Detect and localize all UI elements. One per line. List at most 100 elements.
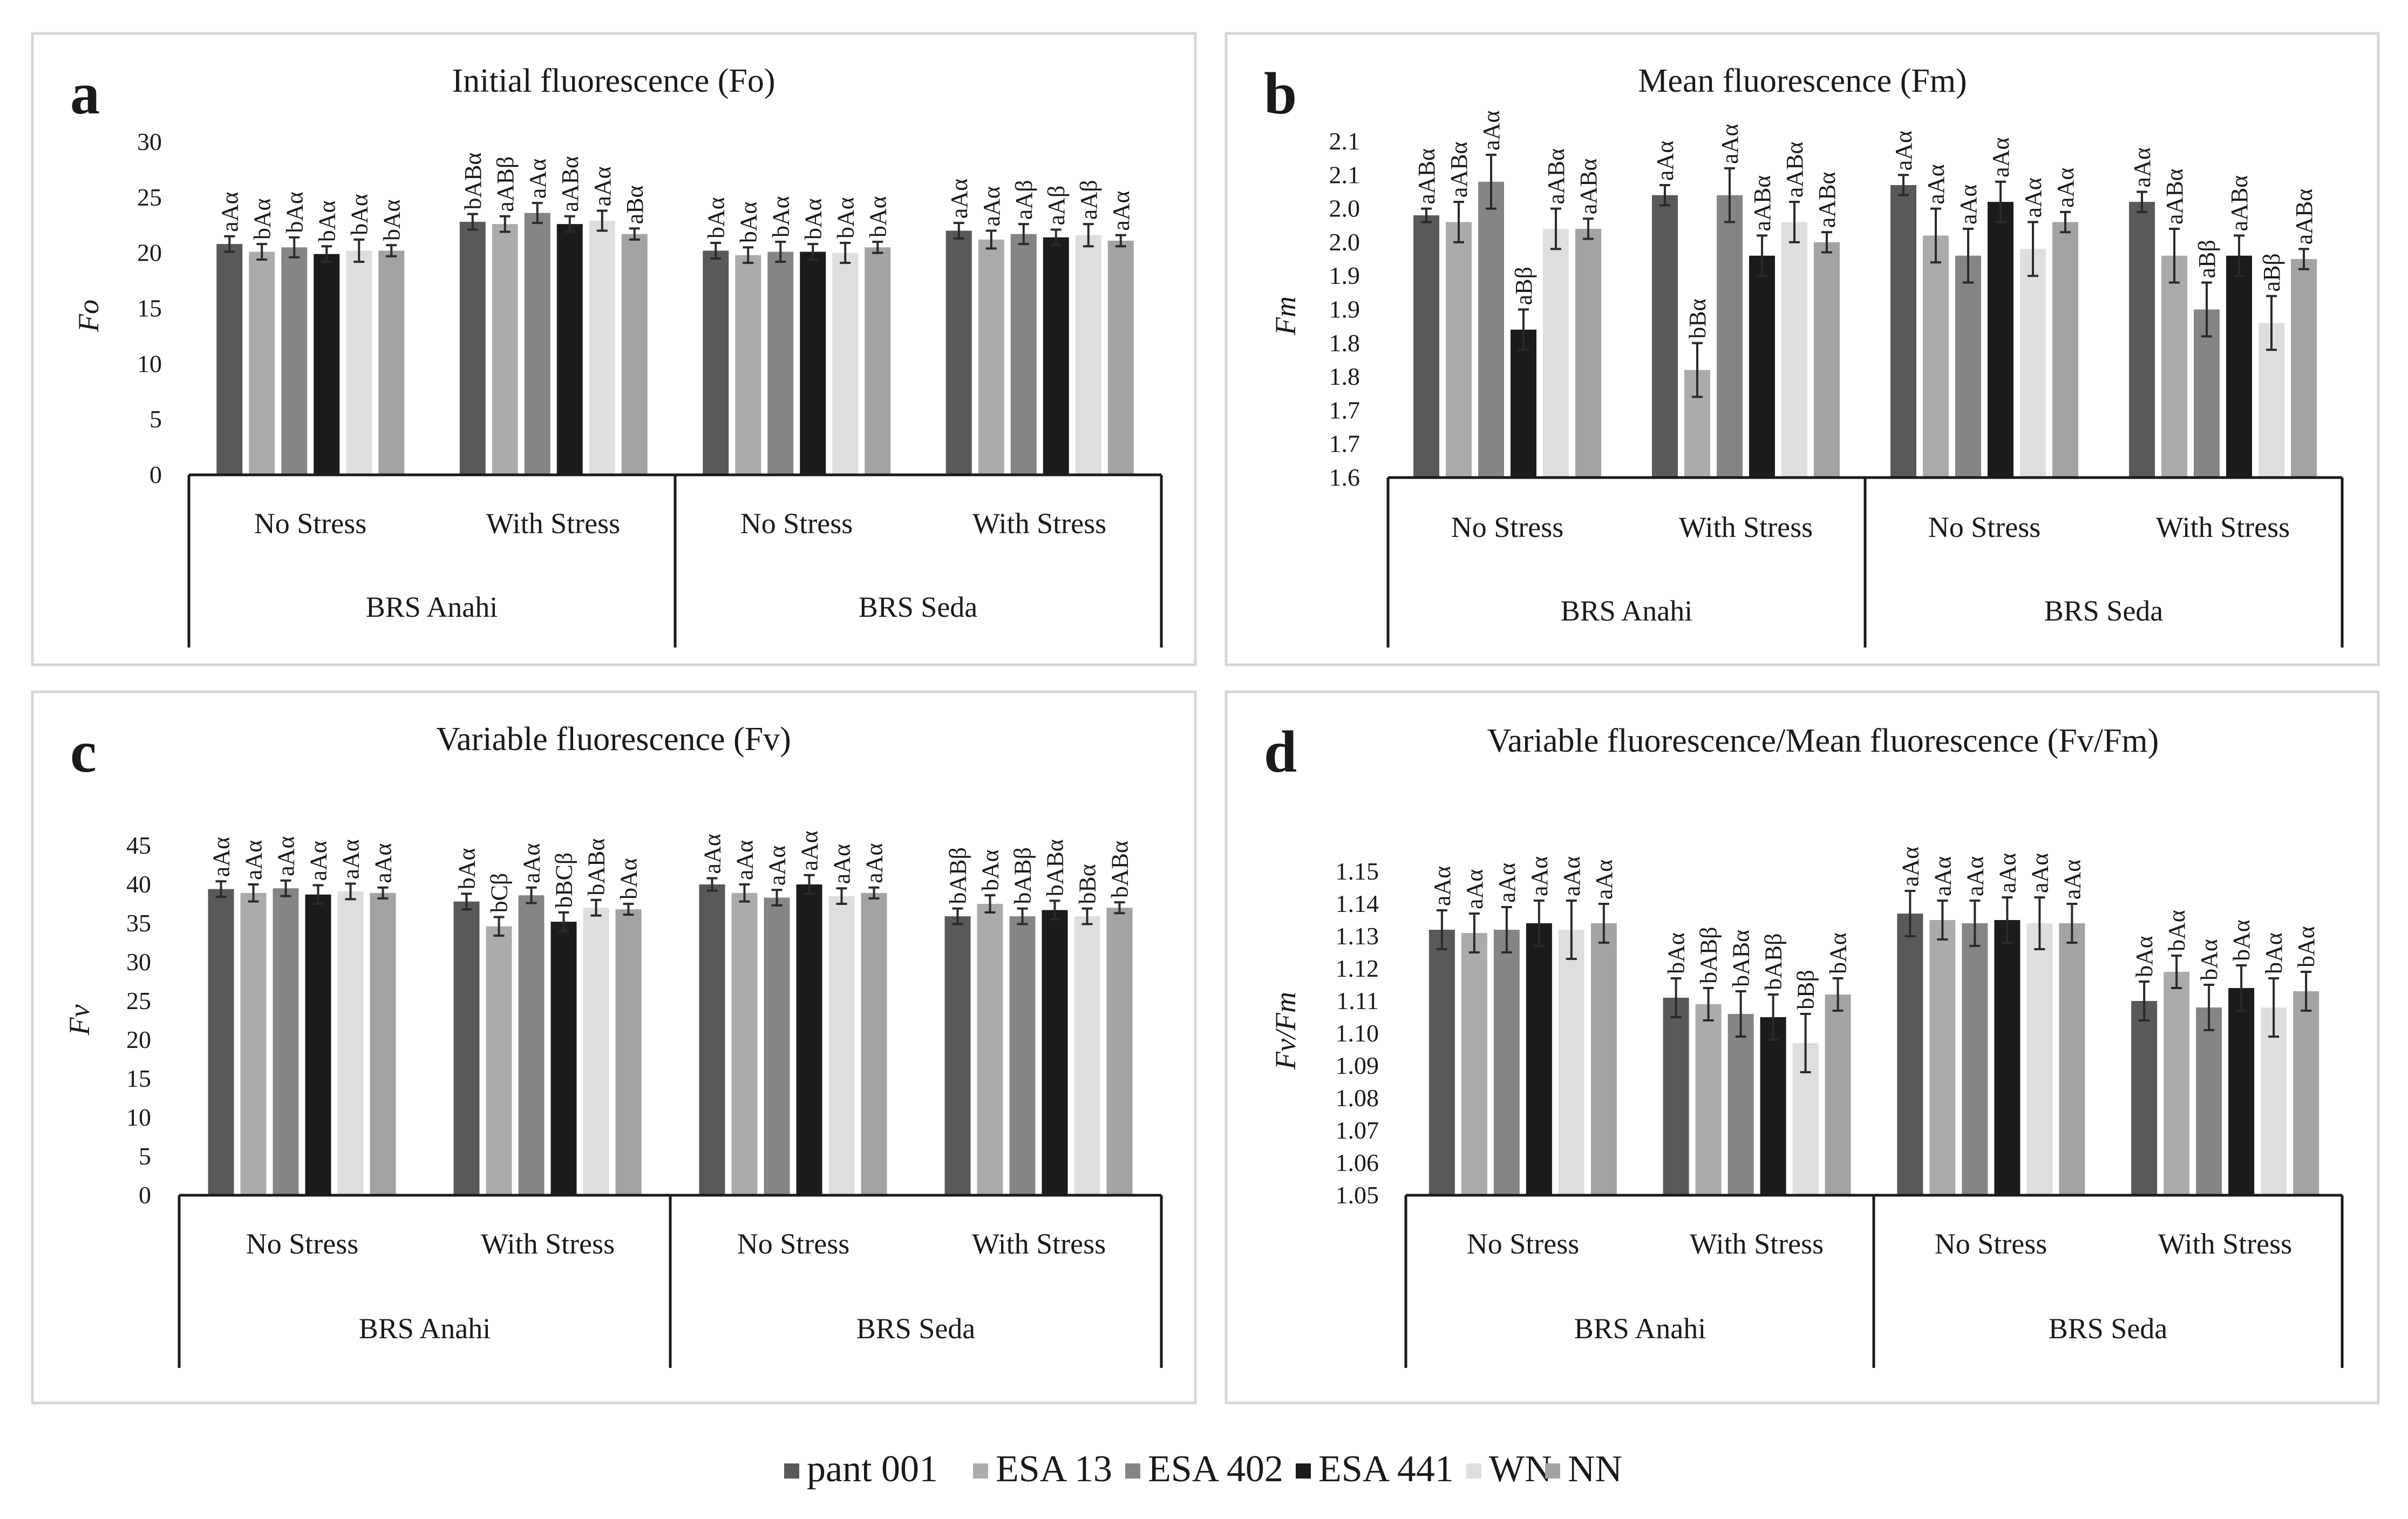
panel-a-y-tick: 30: [137, 128, 162, 155]
panel-c-cultivar-label: BRS Seda: [856, 1312, 976, 1345]
panel-d-error-bar: [1735, 990, 1746, 1038]
panel-c-condition-label: No Stress: [737, 1228, 850, 1260]
panel-d-bar: [1429, 930, 1455, 1195]
panel-c-y-tick: 15: [126, 1065, 151, 1092]
panel-d-data-label: bABβ: [1696, 927, 1722, 984]
panel-c-bar: [305, 894, 331, 1195]
panel-d-title: Variable fluorescence/Mean fluorescence …: [1487, 723, 2159, 759]
panel-d-bar: [1897, 914, 1923, 1195]
panel-a-data-label: aAβ: [1076, 180, 1102, 220]
panel-a-data-label: bAα: [865, 196, 891, 237]
panel-a-data-label: bAα: [767, 196, 794, 237]
legend-swatch: [1296, 1463, 1311, 1479]
panel-b-data-label: aAα: [2129, 147, 2155, 187]
panel-c-error-bar: [739, 883, 750, 903]
panel-b-data-label: aABα: [1543, 148, 1569, 205]
panel-c-data-label: bAα: [454, 848, 480, 889]
panel-d-error-bar: [1533, 900, 1545, 947]
panel-a-error-bar: [775, 241, 786, 263]
panel-c-bar: [1074, 916, 1100, 1195]
panel-b-data-label: aAα: [2020, 178, 2046, 217]
panel-b-data-label: aAα: [1988, 137, 2014, 177]
panel-a-tag: a: [70, 60, 100, 126]
panel-d-error-bar: [2171, 955, 2182, 989]
panel-d-error-bar: [1800, 1013, 1811, 1073]
panel-d-y-tick: 1.08: [1336, 1084, 1379, 1112]
panel-a-bar: [1107, 241, 1134, 475]
panel-b-data-label: aAα: [1923, 164, 1949, 204]
panel-c-condition-label: With Stress: [972, 1228, 1106, 1260]
panel-c-data-label: aAα: [273, 836, 300, 876]
panel-c-error-bar: [771, 889, 783, 907]
panel-b-bar: [1923, 235, 1949, 478]
panel-c-error-bar: [706, 877, 718, 892]
panel-b-error-bar: [1995, 180, 2006, 223]
panel-d-y-tick: 1.13: [1336, 922, 1379, 950]
panel-c-data-label: bABβ: [1010, 847, 1036, 904]
panel-d-error-bar: [1566, 900, 1577, 960]
panel-c-error-bar: [623, 903, 634, 916]
panel-b-bar: [1988, 202, 2014, 478]
panel-c-cultivar-label: BRS Anahi: [359, 1312, 491, 1345]
panel-b-yticks: 1.6 1.7 1.7 1.8 1.8 1.9 1.9 2.0 2.0 2.1 2.1: [1329, 127, 1361, 491]
panel-a-data-label: aAα: [525, 159, 551, 199]
panel-d-data-label: bBβ: [1793, 970, 1819, 1010]
panel-a-data-label: bAα: [249, 198, 275, 240]
panel-a-y-tick: 25: [137, 183, 162, 211]
panel-b-cultivar-label: BRS Seda: [2044, 595, 2164, 627]
panel-c-bar: [208, 889, 234, 1195]
panel-d-data-label: aAα: [1429, 866, 1455, 906]
panel-c-bar: [486, 926, 512, 1195]
panel-a-bar: [621, 234, 648, 475]
panel-c-tag: c: [70, 719, 97, 785]
panel-c-bar: [944, 916, 971, 1195]
panel-a-bar: [945, 230, 972, 475]
panel-c-bar: [731, 893, 758, 1195]
panel-d-error-bar: [1598, 903, 1609, 944]
panel-b-error-bar: [1518, 308, 1529, 351]
panel-c-data-label: aAα: [829, 844, 855, 884]
panel-b-error-bar: [2060, 210, 2071, 234]
panel-c-error-bar: [984, 894, 996, 914]
panel-b-y-tick: 1.8: [1329, 329, 1361, 357]
panel-a-title: Initial fluorescence (Fo): [452, 63, 775, 99]
panel-a-error-bar: [840, 242, 851, 264]
panel-d-bar: [2261, 1007, 2287, 1195]
panel-b-error-bar: [1930, 207, 1941, 264]
panel-a-data-label: aAβ: [1043, 186, 1070, 226]
panel-a-bar: [216, 244, 243, 475]
panel-d: d Variable fluorescence/Mean fluorescenc…: [1225, 690, 2380, 1405]
panel-c-y-tick: 40: [126, 870, 151, 898]
panel-b-data-label: aABα: [1814, 172, 1840, 228]
panel-b-error-bar: [1692, 342, 1703, 398]
panel-d-data-label: aAα: [1897, 847, 1923, 887]
panel-c-y-tick: 25: [126, 987, 151, 1014]
panel-b-condition-label: No Stress: [1928, 511, 2041, 543]
panel-a-bar: [703, 250, 729, 475]
panel-b-bar: [1781, 222, 1807, 478]
panel-a-data-label: bAα: [832, 197, 859, 239]
panel-a-error-bar: [953, 222, 964, 240]
panel-d-data-label: bAα: [2131, 936, 2158, 977]
panel-d-bar: [2164, 972, 2190, 1195]
panel-b-tag: b: [1264, 60, 1297, 126]
panel-b-bar: [1717, 195, 1743, 478]
panel-a-error-bar: [710, 242, 722, 260]
panel-d-bar: [1461, 933, 1487, 1195]
panel-a-bar: [346, 250, 372, 475]
panel-b-error-bar: [2298, 248, 2309, 270]
panel-a-error-bar: [743, 246, 754, 264]
panel-a-bar: [735, 255, 761, 475]
panel-c-title: Variable fluorescence (Fv): [436, 721, 791, 758]
panel-d-data-label: bAα: [2196, 939, 2222, 980]
panel-c-error-bar: [345, 882, 356, 901]
panel-a-bar: [459, 222, 486, 475]
panel-c-data-label: aAα: [305, 841, 332, 881]
panel-b-data-label: aABα: [1413, 148, 1440, 205]
panel-d-bar: [1493, 930, 1520, 1195]
panel-c-y-tick: 10: [126, 1104, 151, 1131]
panel-c-data-label: aAα: [208, 837, 235, 877]
panel-c-error-bar: [1114, 901, 1125, 915]
